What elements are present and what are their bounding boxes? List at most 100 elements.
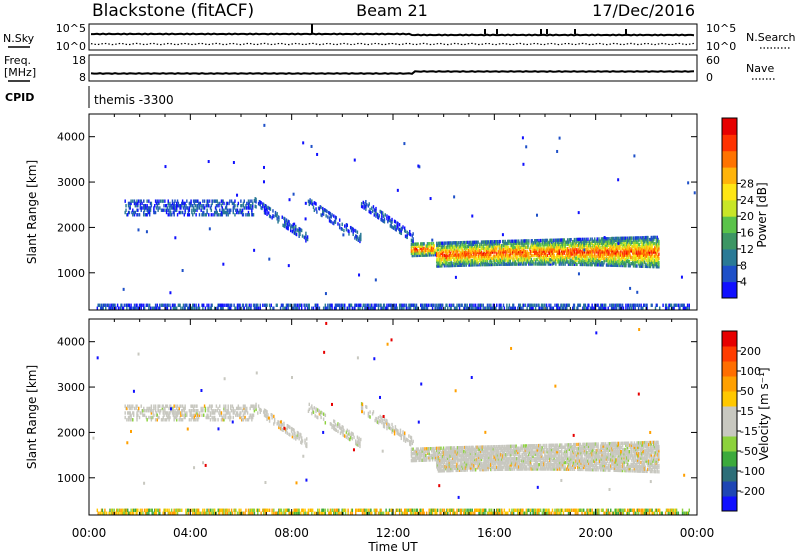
- velocity-echo-cell: [375, 508, 377, 512]
- power-echo-cell: [555, 255, 558, 260]
- power-echo-cell: [458, 255, 461, 259]
- power-echo-cell: [382, 214, 385, 218]
- velocity-echo-cell: [570, 508, 572, 512]
- power-echo-cell: [187, 306, 190, 310]
- cpid-value: themis -3300: [94, 93, 174, 107]
- power-echo-cell: [190, 306, 192, 310]
- velocity-echo-cell: [363, 511, 365, 515]
- power-echo-cell: [506, 243, 508, 248]
- power-echo-cell: [558, 251, 560, 255]
- velocity-echo-cell: [670, 508, 673, 512]
- power-echo-cell: [521, 253, 523, 258]
- velocity-echo-cell: [420, 449, 423, 453]
- power-echo-cell: [482, 254, 484, 259]
- velocity-echo-cell: [203, 508, 206, 512]
- power-echo-cell: [588, 252, 591, 256]
- power-echo-cell: [618, 247, 620, 251]
- power-echo-cell: [458, 303, 461, 307]
- power-echo-cell: [391, 225, 393, 229]
- power-echo-cell: [426, 242, 429, 246]
- power-echo-cell: [307, 199, 310, 203]
- power-echo-cell: [630, 303, 632, 307]
- power-echo-cell: [508, 250, 511, 254]
- power-echo-cell: [649, 254, 652, 258]
- velocity-echo-cell: [485, 508, 487, 512]
- power-echo-point: [429, 197, 432, 201]
- power-echo-cell: [187, 213, 190, 217]
- power-echo-cell: [538, 253, 540, 258]
- power-ytick-label: 3000: [57, 176, 85, 189]
- velocity-echo-cell: [439, 511, 441, 515]
- velocity-echo-cell: [619, 511, 621, 515]
- power-echo-cell: [457, 261, 459, 265]
- power-echo-cell: [463, 255, 466, 259]
- power-echo-cell: [191, 208, 193, 212]
- power-echo-cell: [298, 232, 300, 236]
- velocity-echo-cell: [405, 508, 408, 512]
- power-echo-cell: [534, 262, 537, 266]
- power-echo-cell: [655, 237, 658, 242]
- power-echo-cell: [519, 303, 522, 307]
- power-echo-cell: [347, 229, 349, 233]
- velocity-echo-cell: [419, 511, 421, 515]
- power-echo-cell: [315, 306, 317, 310]
- power-echo-cell: [650, 239, 652, 244]
- power-echo-cell: [557, 240, 560, 245]
- velocity-echo-cell: [413, 456, 415, 460]
- power-echo-cell: [100, 303, 103, 307]
- power-echo-cell: [587, 252, 589, 256]
- power-echo-cell: [602, 250, 604, 254]
- power-echo-cell: [585, 252, 587, 256]
- power-echo-cell: [647, 235, 649, 240]
- power-echo-cell: [523, 253, 525, 258]
- power-echo-cell: [384, 306, 386, 310]
- power-echo-cell: [609, 303, 611, 307]
- power-echo-cell: [541, 238, 544, 243]
- power-echo-cell: [639, 253, 642, 257]
- power-echo-cell: [334, 303, 337, 307]
- power-echo-cell: [439, 247, 441, 252]
- velocity-echo-cell: [364, 508, 366, 512]
- power-echo-cell: [631, 244, 633, 249]
- power-echo-cell: [136, 201, 138, 206]
- power-echo-cell: [441, 264, 443, 268]
- velocity-echo-cell: [284, 511, 287, 515]
- power-echo-cell: [444, 259, 446, 264]
- power-echo-cell: [357, 306, 359, 310]
- velocity-echo-cell: [415, 447, 418, 451]
- power-echo-cell: [594, 241, 597, 246]
- power-echo-cell: [175, 206, 178, 210]
- power-x-ticks: [88, 114, 698, 310]
- power-echo-cell: [555, 306, 558, 310]
- power-echo-cell: [149, 206, 152, 210]
- power-echo-cell: [203, 199, 206, 203]
- power-echo-cell: [598, 256, 600, 261]
- power-echo-cell: [148, 213, 151, 217]
- power-echo-cell: [275, 303, 278, 307]
- velocity-echo-cell: [456, 511, 458, 515]
- velocity-echo-cell: [640, 511, 642, 515]
- velocity-echo-cell: [484, 511, 486, 515]
- velocity-echo-cell: [211, 508, 213, 512]
- velocity-echo-cell: [289, 511, 291, 515]
- velocity-echo-cell: [666, 508, 669, 512]
- power-echo-cell: [420, 253, 422, 257]
- power-echo-cell: [541, 303, 544, 307]
- power-echo-cell: [653, 246, 656, 250]
- velocity-echo-cell: [394, 511, 397, 515]
- velocity-echo-cell: [547, 511, 549, 515]
- power-echo-cell: [356, 235, 359, 239]
- power-echo-cell: [538, 241, 540, 245]
- power-echo-cell: [463, 253, 465, 257]
- power-echo-cell: [440, 249, 442, 254]
- power-echo-cell: [594, 258, 597, 263]
- power-echo-cell: [458, 263, 460, 267]
- velocity-echo-cell: [313, 511, 316, 515]
- power-echo-cell: [371, 209, 374, 213]
- velocity-echo-cell: [439, 452, 441, 457]
- power-echo-cell: [637, 262, 640, 266]
- power-echo-cell: [547, 240, 549, 245]
- power-echo-cell: [417, 244, 419, 249]
- power-echo-cell: [657, 254, 659, 258]
- velocity-echo-cell: [148, 508, 151, 512]
